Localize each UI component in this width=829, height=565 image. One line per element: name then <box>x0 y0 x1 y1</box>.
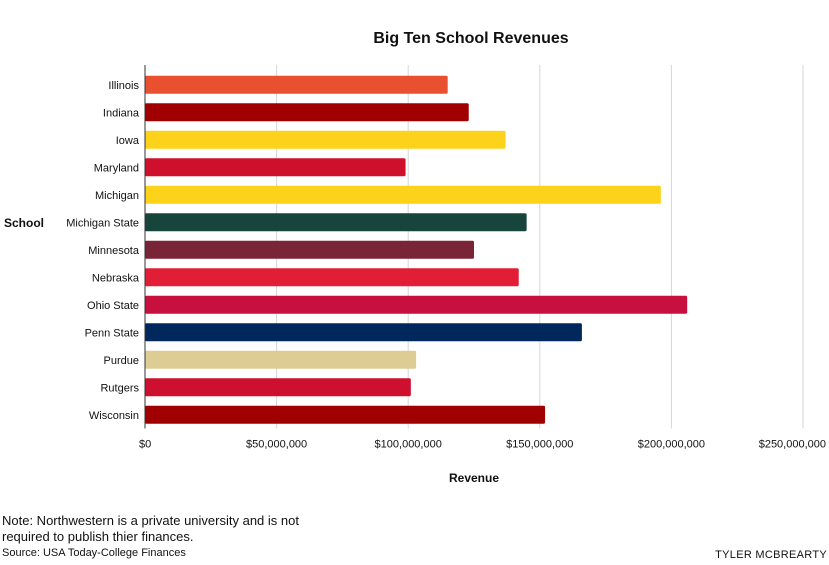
bar-michigan-state <box>145 213 527 232</box>
chart-title: Big Ten School Revenues <box>373 30 568 47</box>
category-label: Michigan State <box>66 217 139 229</box>
author-credit: TYLER MCBREARTY <box>715 549 827 561</box>
category-label: Iowa <box>116 135 140 147</box>
category-label: Minnesota <box>88 245 140 257</box>
category-labels: Illinois Indiana Iowa Maryland Michigan Michi… <box>66 80 140 422</box>
bar-penn-state <box>145 323 582 342</box>
bar-wisconsin <box>145 405 546 424</box>
x-tick-label: $250,000,000 <box>759 439 826 451</box>
bar-indiana <box>145 103 469 122</box>
category-label: Nebraska <box>92 272 140 284</box>
x-axis-title: Revenue <box>449 471 499 485</box>
bar-minnesota <box>145 240 474 259</box>
category-label: Illinois <box>108 80 139 92</box>
category-label: Indiana <box>103 107 140 119</box>
category-label: Penn State <box>85 327 139 339</box>
x-tick-label: $150,000,000 <box>506 439 573 451</box>
bar-maryland <box>145 158 406 177</box>
bar-illinois <box>145 75 448 94</box>
bar-nebraska <box>145 268 519 287</box>
x-tick-label: $100,000,000 <box>375 439 442 451</box>
x-tick-label: $0 <box>139 439 151 451</box>
bar-rutgers <box>145 378 411 397</box>
category-label: Maryland <box>94 162 139 174</box>
category-label: Michigan <box>95 190 139 202</box>
category-label: Ohio State <box>87 300 139 312</box>
bar-ohio-state <box>145 295 688 314</box>
category-label: Wisconsin <box>89 410 139 422</box>
x-tick-labels: $0 $50,000,000 $100,000,000 $150,000,000 $20… <box>139 439 826 451</box>
footnote: Note: Northwestern is a private universi… <box>2 513 299 544</box>
bar-iowa <box>145 130 506 149</box>
x-tick-label: $200,000,000 <box>638 439 705 451</box>
bar-purdue <box>145 350 417 369</box>
bars <box>145 75 688 424</box>
x-tick-label: $50,000,000 <box>246 439 307 451</box>
bar-michigan <box>145 185 661 204</box>
source-text: Source: USA Today-College Finances <box>2 547 186 559</box>
y-axis-title: School <box>4 216 44 230</box>
category-label: Purdue <box>104 355 139 367</box>
category-label: Rutgers <box>100 382 139 394</box>
